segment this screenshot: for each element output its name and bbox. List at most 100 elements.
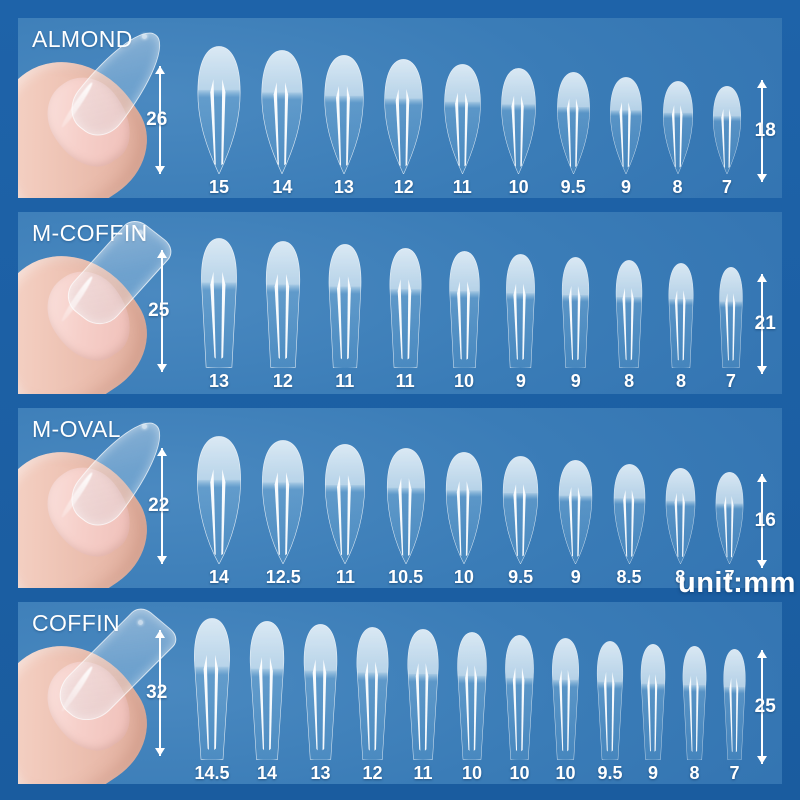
nail-tip-coffin-9.5[interactable]: 9.5 [594,616,626,782]
arrow-up-icon [157,448,167,456]
panel-inner-m-coffin: M-COFFIN 25 21 13 12 11 11 10 9 9 8 8 7 [18,212,782,394]
nail-tip-almond-7[interactable]: 7 [712,44,742,196]
nail-tip-shape-icon [558,436,593,564]
measure-line [161,448,163,564]
nail-tip-m-coffin-8[interactable]: 8 [612,236,646,390]
measure-right-m-oval|2: 16 [752,474,776,568]
measure-line [761,474,763,568]
nail-tip-shape-icon [383,46,424,174]
nail-tip-almond-13[interactable]: 13 [323,44,365,196]
nail-tip-size-label: 14 [208,567,230,587]
nail-tip-coffin-8[interactable]: 8 [680,616,709,782]
nail-tip-shape-icon [609,46,643,174]
nail-tip-almond-9.5[interactable]: 9.5 [556,44,591,196]
nail-tip-coffin-13[interactable]: 13 [300,616,341,782]
nail-tip-size-label: 9 [570,371,581,391]
tip-marker-dot [142,424,147,429]
nail-tip-coffin-10[interactable]: 10 [549,616,582,782]
nail-tip-m-coffin-12[interactable]: 12 [261,236,305,390]
nail-tip-shape-icon [246,618,288,760]
nail-tip-m-oval-8[interactable]: 8 [665,434,696,586]
nail-tip-m-oval-12.5[interactable]: 12.5 [261,434,305,586]
nail-tip-size-label: 12 [362,763,383,783]
nail-tip-m-coffin-9[interactable]: 9 [502,236,539,390]
nail-tip-shape-icon [612,238,646,368]
measure-right-m-coffin|1: 21 [752,274,776,374]
nail-tip-coffin-14.5[interactable]: 14.5 [190,616,234,782]
nail-tip-m-coffin-11[interactable]: 11 [385,236,426,390]
nail-tip-coffin-10[interactable]: 10 [502,616,537,782]
nail-tip-size-label: 11 [413,763,433,783]
nail-tip-size-label: 9.5 [508,567,534,587]
nail-tip-size-label: 13 [208,371,230,391]
finger-photo-m-coffin [18,212,203,394]
measure-value: 18 [754,120,776,141]
arrow-down-icon [155,748,165,756]
nail-tip-m-coffin-7[interactable]: 7 [716,236,746,390]
panel-almond: ALMOND 26 18 15 14 13 12 11 10 9.5 9 8 7 [18,18,782,198]
nail-tip-coffin-7[interactable]: 7 [721,616,748,782]
nail-tip-size-label: 14 [272,177,293,197]
finger-photo-almond [18,18,203,198]
measure-value: 25 [754,696,776,717]
nail-tip-m-coffin-9[interactable]: 9 [558,236,593,390]
measure-value: 22 [148,495,170,516]
nail-tip-size-label: 7 [729,763,740,783]
shape-title-m-oval: M-OVAL [32,416,121,442]
nail-tip-m-oval-7[interactable]: 7 [715,434,744,586]
nail-tip-coffin-11[interactable]: 11 [404,616,442,782]
nail-tip-m-oval-8.5[interactable]: 8.5 [613,434,646,586]
nail-tip-almond-8[interactable]: 8 [662,44,694,196]
nail-tip-coffin-14[interactable]: 14 [246,616,288,782]
nail-tip-shape-icon [680,618,709,760]
nail-tip-almond-10[interactable]: 10 [500,44,537,196]
nail-tip-shape-icon [324,238,366,368]
arrow-up-icon [757,474,767,482]
nail-tip-m-oval-11[interactable]: 11 [324,434,366,586]
nail-tip-almond-14[interactable]: 14 [260,44,304,196]
nail-tip-m-oval-9.5[interactable]: 9.5 [502,434,539,586]
nail-tip-coffin-9[interactable]: 9 [638,616,668,782]
nail-tip-shape-icon [502,238,539,368]
tips-row-almond: 15 14 13 12 11 10 9.5 9 8 7 [196,44,742,196]
nail-tip-shape-icon [323,46,365,174]
nail-tip-m-coffin-8[interactable]: 8 [665,236,697,390]
tips-row-m-oval: 14 12.5 11 10.5 10 9.5 9 8.5 8 7 [196,434,744,586]
measure-left-coffin|3: 32 [146,630,170,756]
nail-tip-almond-12[interactable]: 12 [383,44,424,196]
nail-tip-size-label: 13 [310,763,331,783]
nail-tip-size-label: 7 [724,567,735,587]
nail-tip-m-oval-10[interactable]: 10 [445,434,483,586]
nail-tip-m-coffin-10[interactable]: 10 [445,236,484,390]
arrow-down-icon [155,166,165,174]
arrow-up-icon [155,66,165,74]
nail-tip-shape-icon [300,618,341,760]
measure-line [161,250,163,372]
nail-tip-shape-icon [549,618,582,760]
finger-photo-coffin [18,602,203,784]
measure-line [761,274,763,374]
nail-tip-shape-icon [324,436,366,564]
nail-tip-shape-icon [386,436,426,564]
nail-tip-m-oval-10.5[interactable]: 10.5 [386,434,426,586]
nail-tip-shape-icon [638,618,668,760]
nail-tip-coffin-12[interactable]: 12 [353,616,392,782]
nail-tip-m-coffin-11[interactable]: 11 [324,236,366,390]
nail-tip-shape-icon [558,238,593,368]
nail-tip-almond-9[interactable]: 9 [609,44,643,196]
nail-tip-shape-icon [716,238,746,368]
nail-tip-shape-icon [196,46,242,174]
nail-tip-m-coffin-13[interactable]: 13 [196,236,242,390]
nail-tip-almond-15[interactable]: 15 [196,44,242,196]
panel-m-coffin: M-COFFIN 25 21 13 12 11 11 10 9 9 8 8 7 [18,212,782,394]
nail-tip-m-oval-14[interactable]: 14 [196,434,242,586]
nail-tip-almond-11[interactable]: 11 [443,44,482,196]
measure-value: 26 [146,109,168,130]
nail-tip-shape-icon [443,46,482,174]
nail-tip-size-label: 10.5 [388,567,424,587]
nail-tip-m-oval-9[interactable]: 9 [558,434,593,586]
nail-tip-coffin-10[interactable]: 10 [454,616,490,782]
nail-tip-shape-icon [500,46,537,174]
nail-tip-shape-icon [712,46,742,174]
